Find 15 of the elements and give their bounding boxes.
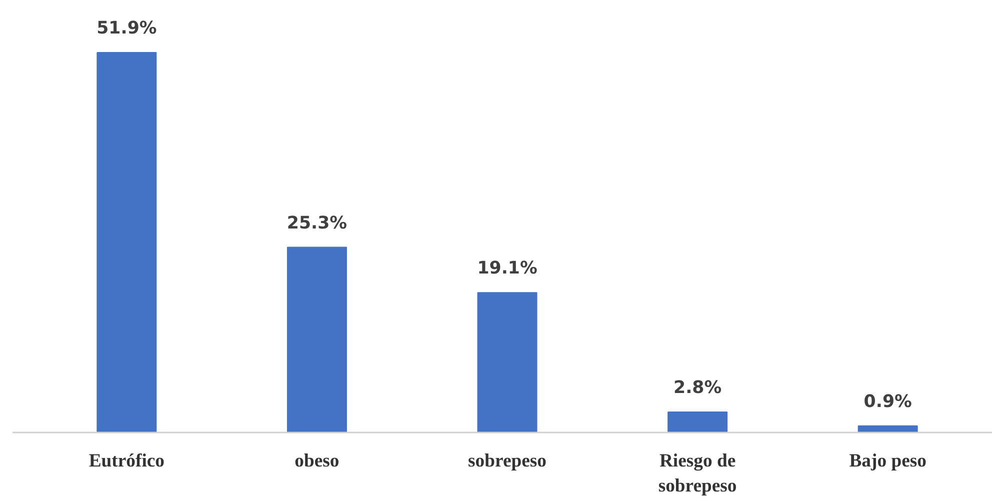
x-tick-label: Riesgo de sobrepeso (658, 450, 737, 497)
x-tick-label: Bajo peso (849, 450, 926, 472)
bar (668, 412, 728, 432)
data-label: 2.8% (674, 378, 722, 398)
x-tick-label: obeso (294, 450, 340, 472)
data-label: 19.1% (477, 258, 538, 279)
bar (477, 292, 538, 432)
bar (858, 425, 918, 432)
data-label: 25.3% (286, 213, 348, 234)
bar (286, 246, 347, 432)
x-tick-label: sobrepeso (468, 450, 546, 472)
data-label: 51.9% (96, 18, 157, 39)
bar (96, 52, 157, 432)
x-tick-label: Eutrófico (88, 450, 165, 472)
data-label: 0.9% (864, 392, 912, 412)
